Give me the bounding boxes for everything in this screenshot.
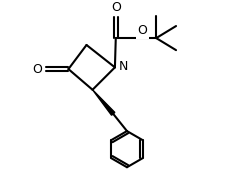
Text: O: O bbox=[137, 24, 147, 37]
Text: O: O bbox=[32, 63, 42, 76]
Text: O: O bbox=[137, 24, 147, 37]
Text: O: O bbox=[111, 1, 121, 14]
Text: O: O bbox=[111, 1, 121, 14]
Polygon shape bbox=[93, 90, 115, 115]
Text: O: O bbox=[32, 63, 42, 76]
Text: N: N bbox=[119, 60, 129, 73]
Text: N: N bbox=[119, 60, 129, 73]
